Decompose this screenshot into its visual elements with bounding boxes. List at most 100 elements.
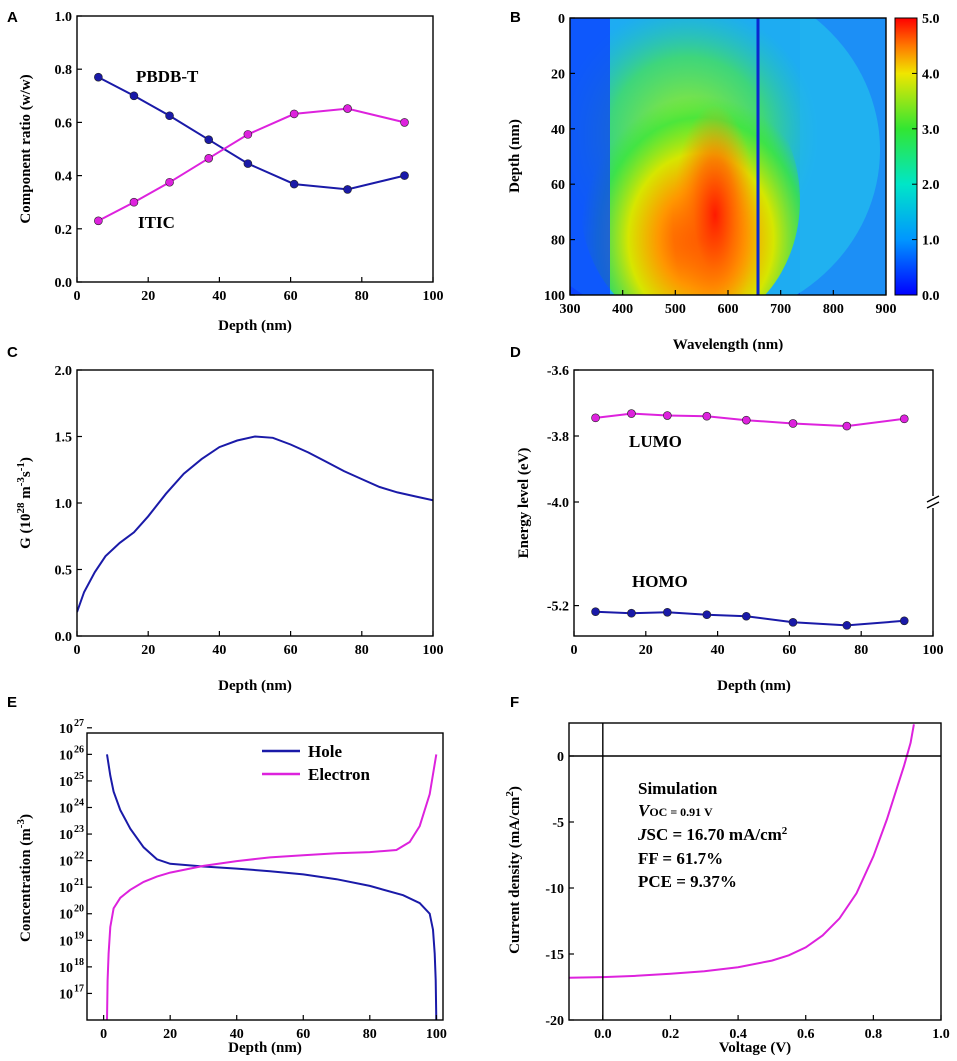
panel-e-ytick-label: 10 xyxy=(59,775,73,790)
panel-c-ylabel-d: ) xyxy=(18,457,34,462)
annotation-jsc-sup: 2 xyxy=(782,825,788,837)
panel-d-homo-point xyxy=(842,621,852,630)
panel-a-ylabel: Component ratio (w/w) xyxy=(18,74,34,223)
panel-d-frame xyxy=(573,369,934,637)
panel-f-frame xyxy=(568,722,942,1021)
panel-a-xlabel: Depth (nm) xyxy=(218,318,292,334)
panel-c-xtick-label: 0 xyxy=(74,643,81,658)
panel-d-xtick-label: 0 xyxy=(571,643,578,658)
panel-d-ytick-label: -3.8 xyxy=(547,430,569,445)
panel-d-lumo-point xyxy=(899,414,909,424)
panel-f-ylabel-b: ) xyxy=(507,786,523,791)
panel-a-pbdb-t-point xyxy=(94,72,103,82)
panel-a-frame xyxy=(76,15,434,283)
panel-a-itic-line xyxy=(97,107,405,222)
heatmap-red-core xyxy=(673,105,757,295)
panel-c-g-line xyxy=(77,435,433,613)
panel-e-ytick-label: 10 xyxy=(59,748,73,763)
panel-f-ytick-label: -10 xyxy=(545,882,564,897)
annotation-voc: VOC = 0.91 V xyxy=(638,801,713,820)
colorbar-tick-label: 5.0 xyxy=(922,12,940,27)
panel-e-ytick-label: 10 xyxy=(59,987,73,1002)
panel-c-xtick-label: 100 xyxy=(423,643,444,658)
panel-f-xtick-label: 1.0 xyxy=(932,1027,950,1042)
panel-b-xlabel: Wavelength (nm) xyxy=(673,337,783,353)
panel-a-ytick-label: 0.4 xyxy=(55,170,73,185)
panel-e-xtick-label: 60 xyxy=(296,1027,310,1042)
panel-a-ytick-label: 0.2 xyxy=(55,223,73,238)
panel-d-homo-point xyxy=(591,607,600,616)
panel-c-xtick-label: 20 xyxy=(141,643,155,658)
panel-b-ylabel: Depth (nm) xyxy=(507,119,523,193)
panel-d-xtick-label: 60 xyxy=(782,643,796,658)
panel-f-jv-curve xyxy=(569,724,915,979)
panel-b-xtick-label: 700 xyxy=(770,302,791,317)
panel-d-label: D xyxy=(510,344,521,361)
panel-d-lumo-point xyxy=(702,411,712,421)
panel-d-ylabel: Energy level (eV) xyxy=(516,448,532,559)
panel-a-ytick-label: 0.6 xyxy=(55,116,73,131)
panel-e-electron-line xyxy=(106,754,438,1020)
panel-e-ytick-exponent: 19 xyxy=(74,930,84,941)
panel-e-xtick-label: 40 xyxy=(230,1027,244,1042)
colorbar-tick-label: 2.0 xyxy=(922,178,940,193)
panel-e-ytick-label: 10 xyxy=(59,801,73,816)
panel-b-ytick-label: 40 xyxy=(551,123,565,138)
panel-a-itic-point xyxy=(343,104,352,113)
panel-d-xtick-label: 80 xyxy=(854,643,868,658)
panel-a-annotation-itic: ITIC xyxy=(138,213,175,232)
panel-f-ylabel-sup: 2 xyxy=(504,791,516,797)
panel-e-ylabel-b: ) xyxy=(18,814,34,819)
panel-c-xlabel: Depth (nm) xyxy=(218,678,292,694)
panel-f-xtick-label: 0.2 xyxy=(662,1027,680,1042)
axis-break xyxy=(926,495,940,509)
panel-a-pbdb-t-point xyxy=(289,179,299,189)
heatmap-left-blue xyxy=(570,18,610,295)
colorbar-tick-label: 4.0 xyxy=(922,67,940,82)
panel-c-xtick-label: 40 xyxy=(212,643,226,658)
panel-f: F 0.0 0.2 0.4 0.6 0.8 1.0 -20 -15 -10 -5 0 Simulat… xyxy=(504,694,950,1056)
annotation-jsc: JSC = 16.70 mA/cm2 xyxy=(637,825,788,844)
panel-d: D 0 20 40 60 80 100 -3.6 -3.8 -4.0 -5.2 LUMO HOMO… xyxy=(510,344,944,694)
panel-d-series xyxy=(591,409,909,630)
panel-b-xtick-label: 300 xyxy=(560,302,581,317)
legend-hole-label: Hole xyxy=(308,742,342,761)
colorbar-tick-label: 0.0 xyxy=(922,289,940,304)
panel-c-ytick-label: 0.0 xyxy=(55,630,73,645)
panel-b-ytick-label: 0 xyxy=(558,12,565,27)
colorbar xyxy=(894,17,918,296)
panel-e-ylabel-a: Concentration (m xyxy=(18,828,34,942)
legend-electron-label: Electron xyxy=(308,765,371,784)
panel-d-lumo-point xyxy=(842,421,852,431)
panel-b-heatmap xyxy=(570,18,886,295)
panel-a-pbdb-t-point xyxy=(400,171,409,180)
panel-f-annotation: Simulation VOC = 0.91 V JSC = 16.70 mA/c… xyxy=(637,779,788,891)
panel-e-series xyxy=(106,754,438,1020)
panel-e-label: E xyxy=(7,694,17,711)
panel-a-ytick-label: 0.0 xyxy=(55,276,73,291)
panel-d-xlabel: Depth (nm) xyxy=(717,678,791,694)
panel-a-itic-point xyxy=(400,118,409,127)
panel-d-xtick-label: 100 xyxy=(923,643,944,658)
panel-d-lumo-line xyxy=(595,412,905,428)
panel-a-xtick-label: 60 xyxy=(284,289,298,304)
panel-e-ytick-exponent: 26 xyxy=(74,744,84,755)
panel-b-ytick-label: 100 xyxy=(544,289,565,304)
panel-e-ytick-exponent: 21 xyxy=(74,877,84,888)
panel-b-axes: 300 400 500 600 700 800 900 0 20 40 60 80 100 xyxy=(544,12,897,317)
panel-c-ylabel-c: s xyxy=(18,471,34,477)
panel-d-homo-point xyxy=(899,616,909,626)
panel-e-ylabel-sup: -3 xyxy=(15,819,27,829)
panel-f-xlabel: Voltage (V) xyxy=(719,1040,791,1056)
panel-e-frame xyxy=(86,732,444,1021)
panel-d-homo-line xyxy=(595,610,905,627)
panel-a-itic-point xyxy=(289,109,299,119)
annotation-voc-sym: V xyxy=(638,801,651,820)
panel-a-axes: 0 20 40 60 80 100 0.0 0.2 0.4 0.6 0.8 1.0 xyxy=(55,10,444,304)
panel-a-ytick-label: 0.8 xyxy=(55,63,73,78)
panel-f-ylabel: Current density (mA/cm2) xyxy=(504,786,523,954)
panel-b-xtick-label: 900 xyxy=(876,302,897,317)
